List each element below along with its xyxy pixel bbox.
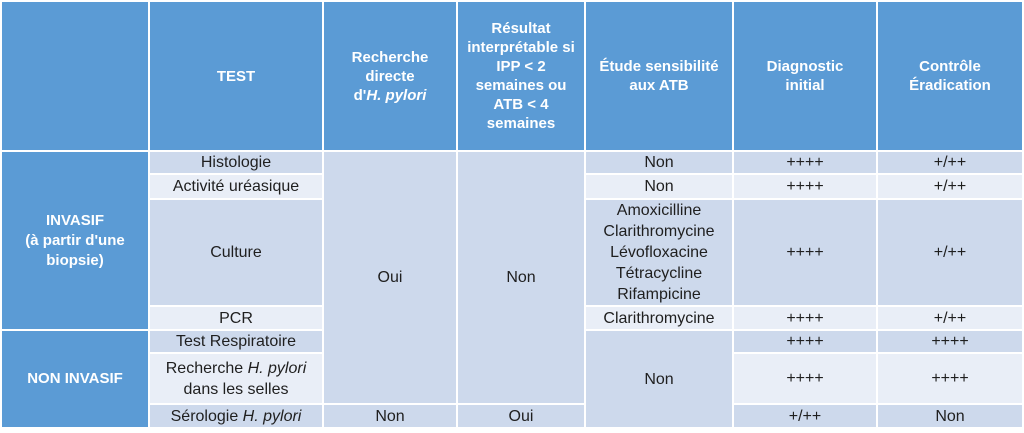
cell-serologie-diagnostic: +/++ [734,405,876,427]
group-invasif: INVASIF (à partir d'une biopsie) [2,152,148,329]
header-corner-cell [2,2,148,150]
cell-merged-resultat-non: Non [458,152,584,403]
cell-pcr-sensibilite: Clarithromycine [586,307,732,329]
header-test: TEST [150,2,322,150]
cell-pcr-diagnostic: ++++ [734,307,876,329]
header-recherche-line3-pre: d' [353,86,367,104]
header-controle-line2: Éradication [909,77,991,94]
cell-merged-sensibilite-non: Non [586,331,732,427]
atb-clarithromycine: Clarithromycine [603,223,715,240]
group-invasif-line1: INVASIF [45,211,105,229]
cell-activite-sensibilite: Non [586,175,732,198]
cell-histologie-sensibilite: Non [586,152,732,173]
header-recherche-hpylori: H. pylori [366,86,427,104]
cell-serologie-interpretable: Oui [458,405,584,427]
cell-histologie-controle: +/++ [878,152,1022,173]
row-culture: Culture Amoxicilline Clarithromycine Lév… [2,200,1022,305]
header-recherche-line1: Recherche [351,48,429,66]
cell-serologie-test-pre: Sérologie [170,407,243,425]
cell-culture-controle: +/++ [878,200,1022,305]
cell-activite-test: Activité uréasique [150,175,322,198]
cell-selles-diagnostic: ++++ [734,354,876,403]
atb-rifampicine: Rifampicine [617,286,701,303]
group-non-invasif: NON INVASIF [2,331,148,427]
row-recherche-selles: Recherche H. pylori dans les selles ++++… [2,354,1022,403]
cell-culture-sensibilite: Amoxicilline Clarithromycine Lévofloxaci… [586,200,732,305]
cell-histologie-diagnostic: ++++ [734,152,876,173]
cell-culture-test: Culture [150,200,322,305]
header-diagnostic-line1: Diagnostic [766,58,844,75]
cell-culture-diagnostic: ++++ [734,200,876,305]
cell-serologie-controle: Non [878,405,1022,427]
atb-amoxicilline: Amoxicilline [616,202,702,219]
row-histologie: INVASIF (à partir d'une biopsie) Histolo… [2,152,1022,403]
header-recherche-directe: Recherche directe d'H. pylori [324,2,456,150]
atb-tetracycline: Tétracycline [615,265,703,282]
cell-pcr-test: PCR [150,307,322,329]
row-activite-ureasique: Activité uréasique Non ++++ +/++ [2,175,1022,198]
header-diagnostic-initial: Diagnostic initial [734,2,876,150]
cell-respiratoire-controle: ++++ [878,331,1022,352]
cell-selles-test: Recherche H. pylori dans les selles [150,354,322,403]
row-test-respiratoire: NON INVASIF Test Respiratoire Non ++++ +… [2,331,1022,427]
cell-respiratoire-test: Test Respiratoire [150,331,322,352]
header-etude-sensibilite: Étude sensibilité aux ATB [586,2,732,150]
cell-selles-test-post: dans les selles [183,380,289,398]
cell-pcr-controle: +/++ [878,307,1022,329]
cell-selles-test-pre: Recherche [165,359,248,377]
header-resultat-interpretable: Résultat interprétable si IPP < 2 semain… [458,2,584,150]
cell-respiratoire-diagnostic: ++++ [734,331,876,352]
row-pcr: PCR Clarithromycine ++++ +/++ [2,307,1022,329]
cell-selles-controle: ++++ [878,354,1022,403]
atb-levofloxacine: Lévofloxacine [610,244,708,261]
cell-activite-diagnostic: ++++ [734,175,876,198]
cell-selles-test-hpylori: H. pylori [247,359,307,377]
group-invasif-line2: (à partir d'une biopsie) [25,231,125,269]
header-row: TEST Recherche directe d'H. pylori Résul… [2,2,1022,150]
cell-serologie-direct: Non [324,405,456,427]
header-recherche-line2: directe [365,67,415,85]
header-controle-eradication: Contrôle Éradication [878,2,1022,150]
cell-serologie-test: Sérologie H. pylori [150,405,322,427]
row-serologie: Sérologie H. pylori Non Oui +/++ Non [2,405,1022,427]
cell-serologie-test-hpylori: H. pylori [242,407,302,425]
header-diagnostic-line2: initial [785,77,825,94]
cell-activite-controle: +/++ [878,175,1022,198]
cell-histologie-test: Histologie [150,152,322,173]
header-controle-line1: Contrôle [919,58,981,75]
cell-merged-recherche-directe-oui: Oui [324,152,456,403]
